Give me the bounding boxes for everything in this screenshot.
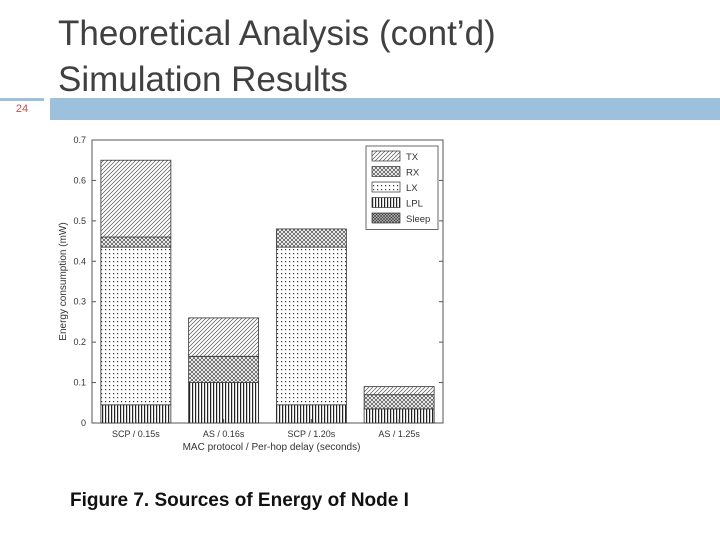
- y-tick-label: 0.4: [73, 256, 86, 266]
- legend-label-lpl: LPL: [406, 199, 423, 210]
- x-tick-label: AS / 1.25s: [378, 429, 420, 439]
- y-tick-label: 0.7: [73, 135, 86, 145]
- legend-label-sleep: Sleep: [406, 214, 430, 225]
- bar-segment-tx: [363, 386, 435, 396]
- legend-swatch-tx: [371, 150, 401, 162]
- legend-label-rx: RX: [406, 168, 420, 179]
- y-axis-label: Energy consumption (mW): [58, 222, 69, 340]
- bar-segment-tx: [188, 317, 260, 357]
- legend-label-lx: LX: [406, 183, 418, 194]
- plot-frame: [91, 139, 444, 424]
- slide-title-line-1: Theoretical Analysis (cont’d): [58, 14, 496, 53]
- x-tick-label: SCP / 1.20s: [287, 429, 335, 439]
- x-axis-label: MAC protocol / Per-hop delay (seconds): [183, 442, 361, 453]
- x-tick-label: SCP / 0.15s: [112, 429, 160, 439]
- figure-caption: Figure 7. Sources of Energy of Node I: [70, 490, 409, 511]
- y-tick-label: 0.1: [73, 378, 86, 388]
- bar-segment-tx: [100, 159, 172, 238]
- y-tick-label: 0.6: [73, 175, 86, 185]
- bar-segment-rx: [363, 394, 435, 410]
- slide-number: 24: [15, 103, 29, 115]
- slide-number-bar: [0, 98, 44, 120]
- legend-swatch-lpl: [371, 197, 401, 208]
- y-tick-label: 0.5: [73, 216, 86, 226]
- y-tick-label: 0: [81, 418, 86, 428]
- x-tick-label: AS / 0.16s: [203, 429, 245, 439]
- bar-segment-lpl: [188, 382, 260, 424]
- bar-segment-lx: [275, 246, 347, 406]
- bar-segment-rx: [100, 236, 172, 248]
- y-tick-label: 0.3: [73, 297, 86, 307]
- legend-swatch-lx: [371, 181, 401, 193]
- y-tick-label: 0.2: [73, 337, 86, 347]
- slide-title-line-2: Simulation Results: [58, 60, 348, 99]
- bar-segment-rx: [188, 355, 260, 383]
- bar-segment-lx: [100, 246, 172, 406]
- bar-segment-rx: [275, 228, 347, 248]
- legend-swatch-rx: [371, 166, 401, 177]
- legend-swatch-sleep: [371, 212, 401, 224]
- title-accent-bar: [50, 98, 720, 120]
- legend-label-tx: TX: [406, 152, 419, 163]
